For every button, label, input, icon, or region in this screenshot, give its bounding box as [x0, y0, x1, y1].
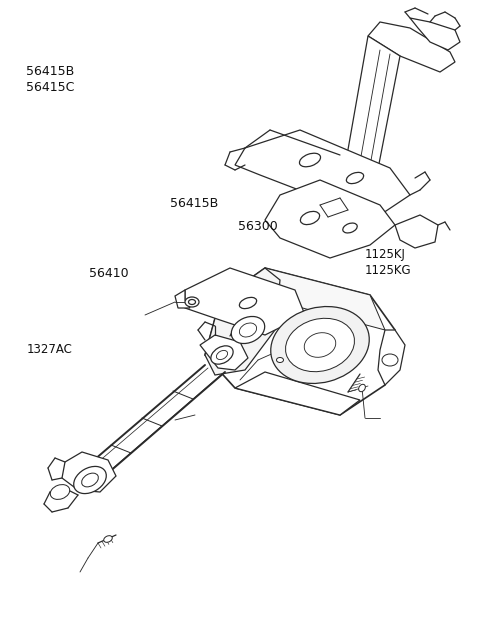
Ellipse shape — [185, 297, 199, 307]
Polygon shape — [235, 130, 410, 215]
Polygon shape — [185, 268, 305, 335]
Ellipse shape — [382, 354, 398, 366]
Ellipse shape — [211, 346, 233, 364]
Text: 1327AC: 1327AC — [26, 343, 72, 355]
Ellipse shape — [276, 357, 284, 362]
Polygon shape — [205, 268, 395, 415]
Ellipse shape — [189, 299, 195, 304]
Ellipse shape — [271, 306, 369, 383]
Ellipse shape — [216, 350, 228, 359]
Polygon shape — [62, 452, 116, 492]
Text: 56415C: 56415C — [26, 82, 75, 94]
Polygon shape — [235, 372, 360, 415]
Ellipse shape — [359, 384, 365, 392]
Polygon shape — [205, 268, 280, 375]
Text: 56410: 56410 — [89, 268, 129, 280]
Text: 56300: 56300 — [238, 220, 277, 233]
Polygon shape — [340, 36, 400, 210]
Polygon shape — [368, 22, 455, 72]
Polygon shape — [395, 215, 438, 248]
Text: 1125KG: 1125KG — [365, 264, 411, 277]
Ellipse shape — [74, 466, 106, 494]
Ellipse shape — [104, 536, 112, 542]
Polygon shape — [265, 180, 395, 258]
Ellipse shape — [50, 485, 70, 499]
Text: 56415B: 56415B — [170, 197, 219, 210]
Ellipse shape — [286, 318, 354, 372]
Polygon shape — [200, 335, 248, 370]
Polygon shape — [378, 330, 405, 385]
Ellipse shape — [304, 333, 336, 357]
Text: 1125KJ: 1125KJ — [365, 248, 406, 261]
Text: 56415B: 56415B — [26, 65, 75, 78]
Polygon shape — [175, 290, 190, 308]
Polygon shape — [410, 18, 460, 50]
Ellipse shape — [82, 473, 98, 487]
Ellipse shape — [240, 323, 257, 337]
Ellipse shape — [231, 317, 264, 343]
Polygon shape — [265, 268, 385, 330]
